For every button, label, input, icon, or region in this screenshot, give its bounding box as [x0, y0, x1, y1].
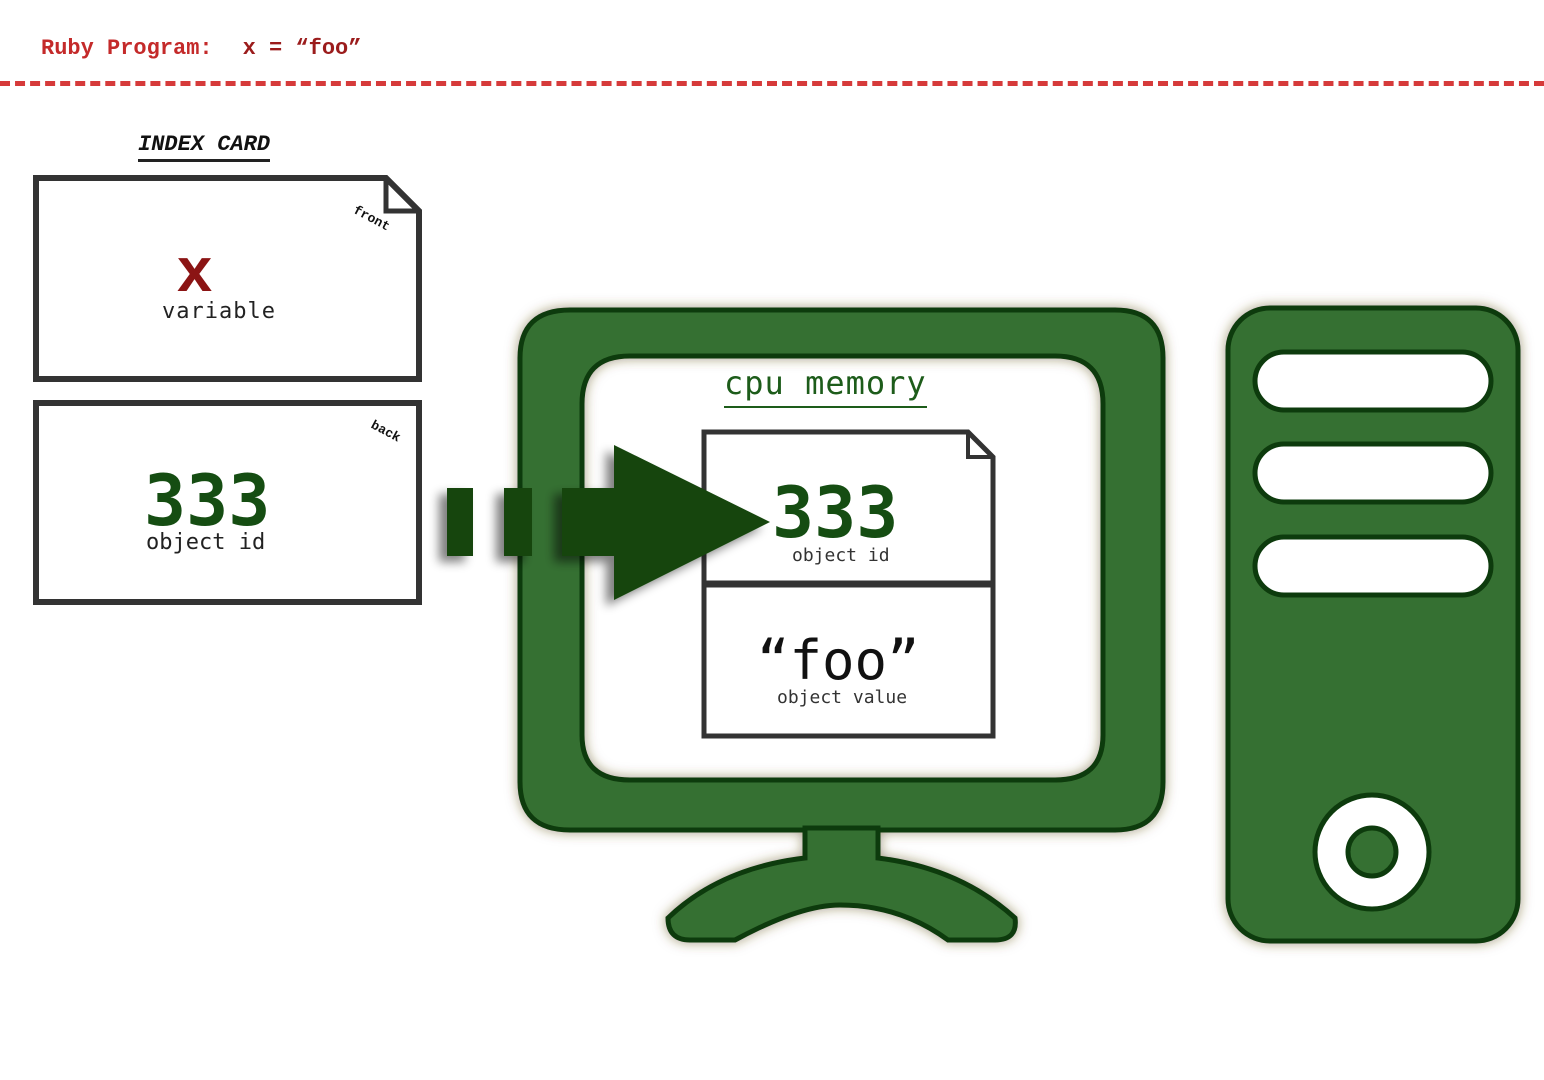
variable-symbol: x	[176, 239, 214, 310]
memory-object-id: 333	[772, 472, 899, 554]
memory-value-cell	[701, 582, 996, 739]
memory-id-cell	[701, 429, 996, 586]
program-label: Ruby Program:	[41, 36, 213, 61]
memory-object-value: “foo”	[757, 629, 920, 692]
index-card-front	[33, 175, 422, 382]
drive-bay-1	[1252, 349, 1494, 413]
computer-monitor-icon	[517, 307, 1166, 943]
memory-cell-fold	[966, 432, 993, 459]
program-header: Ruby Program: x = “foo”	[41, 36, 361, 61]
memory-cell	[701, 429, 996, 739]
back-object-id-caption: object id	[146, 530, 266, 555]
back-object-id: 333	[144, 460, 271, 542]
header-divider	[0, 81, 1544, 86]
memory-object-value-caption: object value	[777, 687, 908, 708]
variable-caption: variable	[162, 299, 276, 324]
power-button	[1345, 825, 1399, 879]
computer-tower-icon	[1225, 305, 1521, 944]
pointer-arrow-icon	[447, 445, 770, 600]
index-card-title: INDEX CARD	[138, 132, 271, 162]
drive-bay-2	[1252, 441, 1494, 505]
index-card-back	[33, 400, 422, 605]
drive-bay-3	[1252, 534, 1494, 598]
memory-object-id-caption: object id	[792, 545, 890, 566]
program-code: x = “foo”	[242, 36, 362, 61]
memory-title: cpu memory	[724, 364, 927, 408]
